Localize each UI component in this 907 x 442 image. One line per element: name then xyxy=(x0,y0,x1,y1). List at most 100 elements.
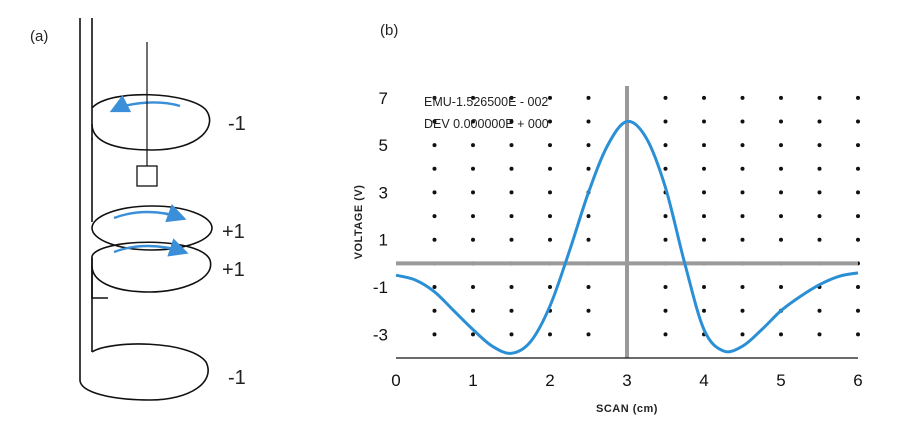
grid-dot xyxy=(779,95,783,100)
x-tick-label: 5 xyxy=(776,371,785,390)
grid-dot xyxy=(509,143,514,148)
grid-dot xyxy=(663,214,668,219)
grid-dot xyxy=(779,214,783,219)
grid-dot xyxy=(548,214,552,219)
grid-dot xyxy=(548,143,552,148)
grid-dot xyxy=(856,166,860,171)
grid-dot xyxy=(663,95,668,100)
grid-dot xyxy=(702,190,706,195)
grid-dot xyxy=(471,308,475,313)
grid-dot xyxy=(817,143,822,148)
x-tick-label: 4 xyxy=(699,371,708,390)
grid-dot xyxy=(586,143,591,148)
grid-dot xyxy=(432,119,437,124)
y-tick-label: -3 xyxy=(373,325,388,344)
grid-dot xyxy=(702,285,706,290)
grid-dot xyxy=(779,237,783,242)
grid-dot xyxy=(663,332,668,337)
grid-dot xyxy=(548,190,552,195)
x-tick-label: 6 xyxy=(853,371,862,390)
grid-dot xyxy=(509,119,514,124)
y-tick-label: 3 xyxy=(379,183,388,202)
grid-dot xyxy=(586,237,591,242)
grid-dot xyxy=(702,143,706,148)
dev-readout: DEV 0.000000E + 000 xyxy=(424,117,549,131)
coil-diagram: -1 +1 +1 -1 xyxy=(79,18,246,401)
grid-dot xyxy=(779,119,783,124)
y-tick-labels: 7 5 3 1 -1 -3 xyxy=(373,89,388,345)
grid-dot xyxy=(471,143,475,148)
voltage-chart: 0 1 2 3 4 5 6 7 5 3 1 -1 -3 SCAN (cm) VOLTAGE (V) E… xyxy=(353,86,863,415)
grid-dot xyxy=(432,308,437,313)
y-tick-label: 5 xyxy=(379,136,388,155)
grid-dot xyxy=(586,308,591,313)
y-tick-label: -1 xyxy=(373,278,388,297)
grid-dot xyxy=(779,190,783,195)
grid-dot xyxy=(817,214,822,219)
grid-dot xyxy=(740,190,745,195)
grid-dot xyxy=(740,166,745,171)
grid-dot xyxy=(702,214,706,219)
x-tick-label: 0 xyxy=(391,371,400,390)
grid-dot xyxy=(586,285,591,290)
grid-dot xyxy=(740,119,745,124)
grid-dot xyxy=(856,119,860,124)
grid-dot xyxy=(432,166,437,171)
grid-dot xyxy=(471,237,475,242)
panel-a-label: (a) xyxy=(30,28,49,45)
grid-dot xyxy=(740,332,745,337)
grid-dot xyxy=(779,332,783,337)
grid-dot xyxy=(779,285,783,290)
grid-dot xyxy=(548,332,552,337)
grid-dot xyxy=(509,237,514,242)
grid-dot xyxy=(663,166,668,171)
voltage-chart-panel: (b) 0 1 2 3 4 5 6 7 5 3 1 -1 -3 SCAN (cm) VOLTAGE (… xyxy=(330,0,907,442)
grid-dot xyxy=(740,214,745,219)
grid-dot xyxy=(740,285,745,290)
grid-dot xyxy=(856,237,860,242)
grid-dot xyxy=(740,308,745,313)
grid-dot xyxy=(432,95,437,100)
grid-dot xyxy=(548,285,552,290)
coil-lower-mid-arrow-icon xyxy=(113,238,189,257)
x-tick-label: 2 xyxy=(545,371,554,390)
grid-dot xyxy=(586,95,591,100)
grid-dot xyxy=(548,237,552,242)
coil-top-label: -1 xyxy=(228,113,246,135)
grid-dot xyxy=(702,119,706,124)
grid-dot xyxy=(817,308,822,313)
grid-dot xyxy=(779,166,783,171)
grid-dot xyxy=(509,166,514,171)
grid-dot xyxy=(509,214,514,219)
grid-dot xyxy=(779,143,783,148)
grid-dot xyxy=(856,308,860,313)
grid-dot xyxy=(471,285,475,290)
grid-dot xyxy=(817,95,822,100)
grid-dot xyxy=(432,285,437,290)
coil-lower-mid-label: +1 xyxy=(222,259,245,281)
sample-box xyxy=(136,165,158,187)
coil-lower-mid xyxy=(91,238,212,299)
grid-dot xyxy=(509,285,514,290)
grid-dot xyxy=(509,95,514,100)
x-tick-label: 3 xyxy=(622,371,631,390)
x-axis-title: SCAN (cm) xyxy=(596,403,658,415)
grid-dot xyxy=(586,166,591,171)
grid-dot xyxy=(856,285,860,290)
coil-bottom xyxy=(79,343,209,401)
x-tick-label: 1 xyxy=(468,371,477,390)
grid-dot xyxy=(432,190,437,195)
emu-readout: EMU-1.526500E - 002 xyxy=(424,95,548,109)
grid-dot xyxy=(432,143,437,148)
grid-dot xyxy=(586,119,591,124)
panel-b-label: (b) xyxy=(380,22,399,39)
grid-dot xyxy=(432,214,437,219)
grid-dot xyxy=(856,143,860,148)
coil-upper-mid xyxy=(91,204,213,251)
grid-dot xyxy=(817,190,822,195)
grid-dot xyxy=(817,237,822,242)
grid-dot xyxy=(471,119,475,124)
grid-dot xyxy=(586,214,591,219)
grid-dot xyxy=(432,237,437,242)
grid-dot xyxy=(702,95,706,100)
